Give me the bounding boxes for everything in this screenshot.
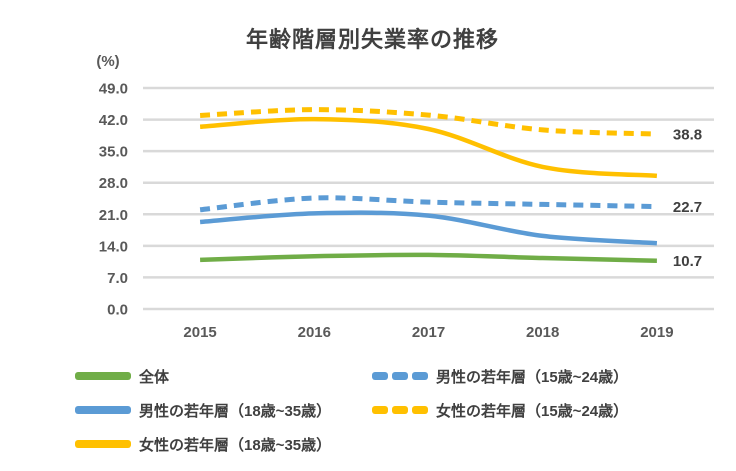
y-tick-label: 21.0	[99, 207, 128, 224]
y-axis-unit-label: (%)	[96, 53, 119, 70]
series-line-male-young-15-24	[199, 195, 657, 213]
series-line-male-young-18-35	[199, 210, 658, 246]
data-label-overall: 10.7	[673, 253, 702, 270]
y-tick-label: 14.0	[99, 238, 128, 255]
y-tick-label: 7.0	[107, 270, 128, 287]
y-tick-label: 35.0	[99, 144, 128, 161]
x-tick-label: 2018	[526, 324, 559, 341]
y-tick-label: 28.0	[99, 175, 128, 192]
x-tick-label: 2015	[183, 324, 216, 341]
series-line-overall	[200, 252, 657, 263]
x-tick-label: 2017	[412, 324, 445, 341]
data-label-male-young-15-24: 22.7	[673, 199, 702, 216]
y-tick-label: 0.0	[107, 302, 128, 319]
y-tick-label: 42.0	[99, 112, 128, 129]
x-tick-label: 2016	[298, 324, 331, 341]
y-tick-label: 49.0	[99, 81, 128, 98]
series-line-female-young-15-24	[199, 107, 657, 137]
series-line-female-young-18-35	[199, 116, 658, 179]
data-label-female-young-15-24: 38.8	[673, 127, 702, 144]
chart-title: 年齢階層別失業率の推移	[245, 27, 499, 52]
x-tick-label: 2019	[640, 324, 673, 341]
